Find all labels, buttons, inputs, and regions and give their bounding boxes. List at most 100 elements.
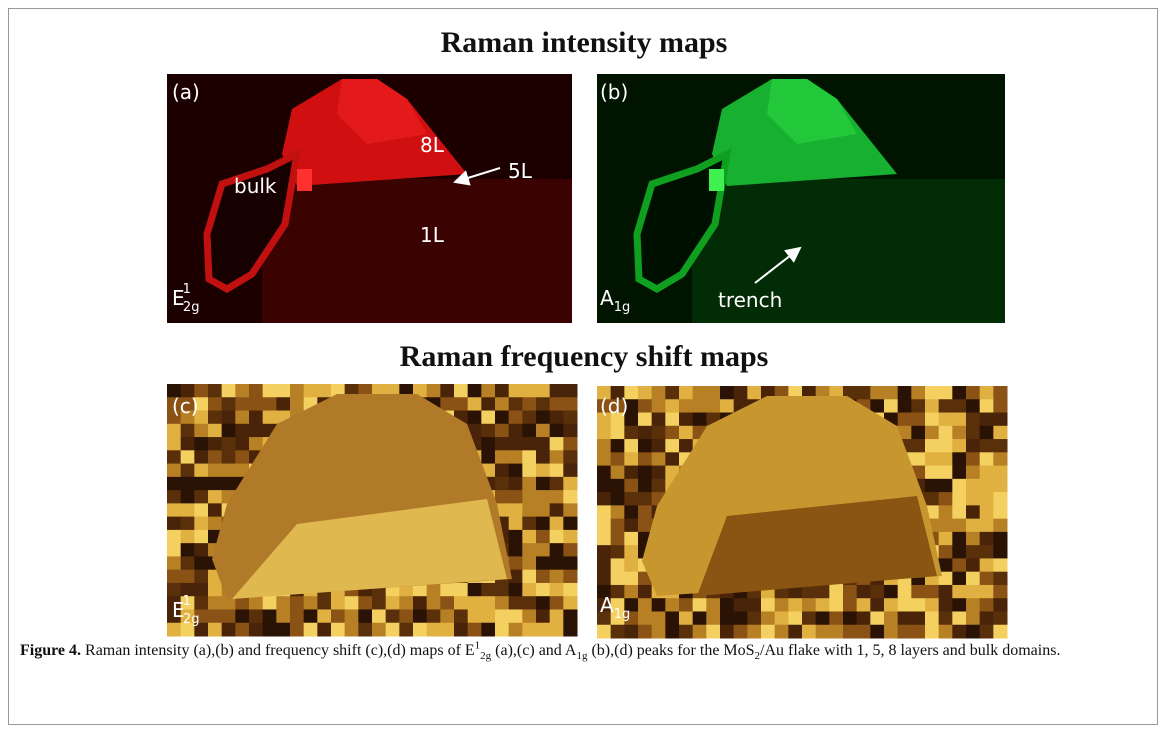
noise-pixel: [679, 624, 694, 639]
noise-pixel: [966, 452, 981, 467]
noise-pixel: [884, 598, 899, 612]
noise-pixel: [638, 399, 653, 414]
noise-pixel: [221, 423, 236, 438]
noise-pixel: [167, 384, 182, 398]
noise-pixel: [665, 452, 680, 467]
noise-pixel: [870, 598, 885, 612]
noise-pixel: [938, 624, 953, 639]
noise-pixel: [692, 386, 707, 400]
noise-pixel: [194, 622, 209, 637]
noise-pixel: [706, 611, 721, 626]
noise-pixel: [597, 611, 612, 626]
noise-pixel: [610, 412, 625, 427]
noise-pixel: [952, 412, 967, 427]
noise-pixel: [938, 478, 953, 493]
noise-pixel: [508, 437, 523, 451]
noise-pixel: [638, 425, 653, 440]
noise-pixel: [692, 412, 707, 427]
arrow: [453, 167, 501, 186]
noise-pixel: [993, 386, 1008, 400]
noise-pixel: [549, 596, 564, 610]
noise-pixel: [706, 598, 721, 612]
noise-pixel: [413, 622, 428, 637]
noise-pixel: [966, 492, 981, 506]
noise-pixel: [331, 622, 346, 637]
noise-pixel: [597, 425, 612, 440]
noise-pixel: [638, 598, 653, 612]
noise-pixel: [495, 384, 510, 398]
noise-pixel: [276, 384, 291, 398]
noise-pixel: [249, 622, 264, 637]
noise-pixel: [952, 439, 967, 453]
noise-pixel: [597, 571, 612, 586]
noise-pixel: [815, 584, 830, 599]
noise-pixel: [979, 386, 994, 400]
noise-pixel: [911, 624, 926, 639]
noise-pixel: [467, 384, 482, 398]
peak-label: A1g: [600, 286, 630, 315]
noise-pixel: [522, 622, 537, 637]
panel-label: (c): [172, 394, 199, 418]
caption-text: 1g: [576, 650, 588, 663]
panel-c-flake: [212, 394, 512, 599]
noise-pixel: [167, 543, 182, 557]
noise-pixel: [563, 410, 578, 425]
noise-pixel: [911, 439, 926, 453]
noise-pixel: [952, 545, 967, 559]
noise-pixel: [385, 622, 400, 637]
noise-pixel: [979, 452, 994, 467]
noise-pixel: [481, 384, 496, 398]
noise-pixel: [495, 423, 510, 438]
noise-pixel: [597, 558, 612, 573]
noise-pixel: [870, 584, 885, 599]
noise-pixel: [290, 596, 305, 610]
noise-pixel: [495, 476, 510, 491]
noise-pixel: [467, 410, 482, 425]
noise-pixel: [221, 622, 236, 637]
noise-pixel: [993, 545, 1008, 559]
noise-pixel: [925, 465, 940, 480]
noise-pixel: [870, 386, 885, 400]
section-title: Raman intensity maps: [440, 26, 728, 59]
noise-pixel: [692, 598, 707, 612]
noise-pixel: [925, 452, 940, 467]
noise-pixel: [788, 611, 803, 626]
noise-pixel: [495, 450, 510, 465]
noise-pixel: [208, 410, 223, 425]
noise-pixel: [290, 384, 305, 398]
noise-pixel: [344, 596, 359, 610]
noise-pixel: [522, 423, 537, 438]
noise-pixel: [180, 437, 195, 451]
noise-pixel: [317, 384, 332, 398]
noise-pixel: [522, 582, 537, 597]
noise-pixel: [194, 450, 209, 465]
noise-pixel: [221, 450, 236, 465]
noise-pixel: [495, 397, 510, 412]
noise-pixel: [952, 425, 967, 440]
peak-label: E1 2g: [172, 282, 199, 315]
caption-text: 1: [474, 639, 481, 652]
noise-pixel: [979, 465, 994, 480]
noise-pixel: [563, 582, 578, 597]
noise-pixel: [208, 582, 223, 597]
noise-pixel: [938, 571, 953, 586]
noise-pixel: [679, 425, 694, 440]
noise-pixel: [344, 609, 359, 624]
noise-pixel: [597, 598, 612, 612]
noise-pixel: [993, 439, 1008, 453]
noise-pixel: [167, 450, 182, 465]
noise-pixel: [317, 596, 332, 610]
noise-pixel: [208, 423, 223, 438]
noise-pixel: [262, 384, 277, 398]
noise-pixel: [938, 439, 953, 453]
noise-pixel: [303, 622, 318, 637]
noise-pixel: [651, 452, 666, 467]
noise-pixel: [413, 609, 428, 624]
noise-pixel: [966, 465, 981, 480]
noise-pixel: [952, 558, 967, 573]
noise-pixel: [372, 596, 387, 610]
noise-pixel: [597, 478, 612, 493]
noise-pixel: [563, 463, 578, 478]
noise-pixel: [733, 624, 748, 639]
noise-pixel: [884, 386, 899, 400]
